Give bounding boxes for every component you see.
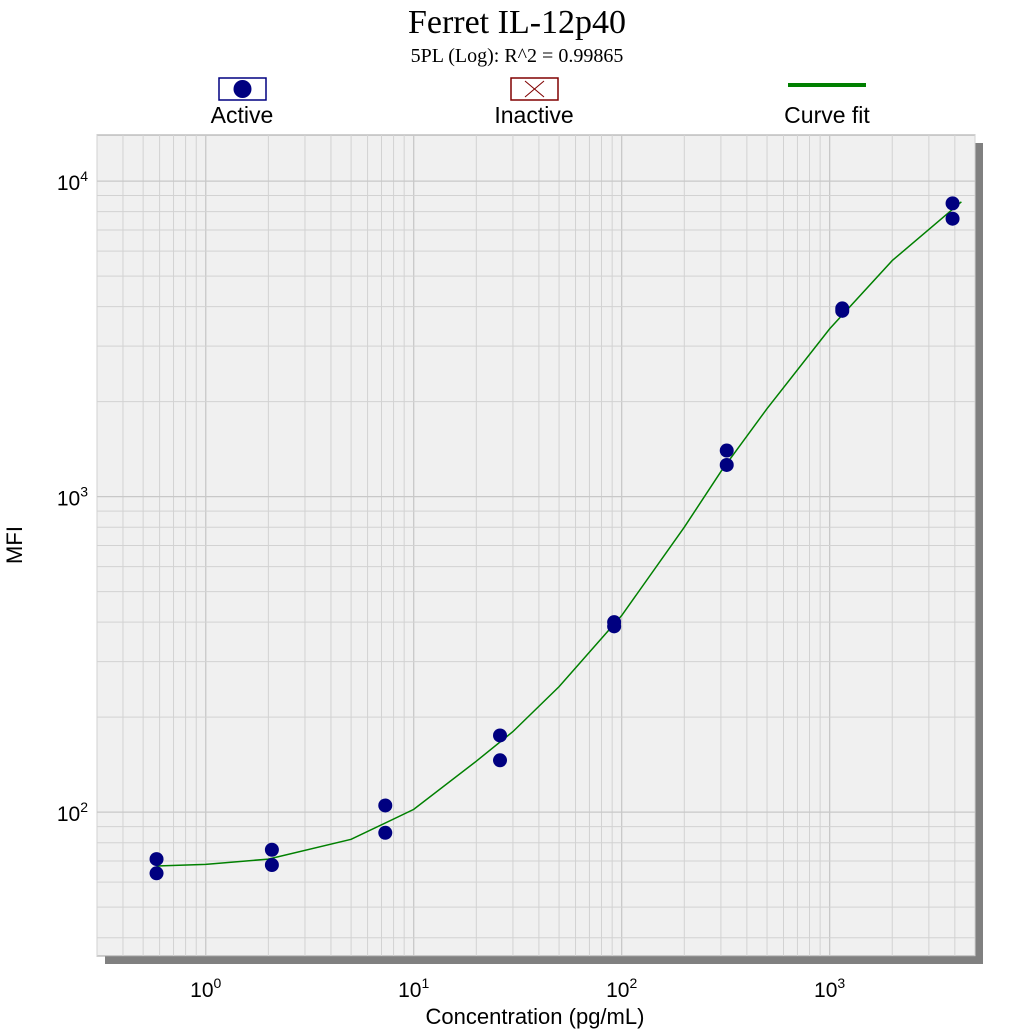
data-point — [835, 303, 850, 318]
data-point — [378, 798, 393, 813]
curve-fit-line — [156, 201, 962, 867]
x-axis-label: Concentration (pg/mL) — [426, 1004, 645, 1029]
data-point — [719, 457, 734, 472]
data-point — [945, 196, 960, 211]
legend-inactive-x-b — [524, 80, 545, 98]
y-tick-label: 104 — [57, 168, 88, 195]
y-tick-label: 103 — [57, 484, 88, 511]
y-axis-label: MFI — [2, 526, 27, 564]
data-point — [149, 866, 164, 881]
legend-item-curve-fit: Curve fit — [784, 83, 870, 128]
data-point — [719, 443, 734, 458]
legend-item-active: Active — [211, 77, 274, 128]
curve-fit-layer — [156, 201, 962, 867]
data-point — [264, 857, 279, 872]
chart-title: Ferret IL-12p40 — [408, 4, 626, 41]
data-point — [493, 728, 508, 743]
x-tick-label: 100 — [190, 975, 221, 1002]
x-tick-label: 102 — [606, 975, 637, 1002]
data-points-layer — [149, 196, 960, 881]
legend: Active Inactive Curve fit — [211, 77, 870, 128]
legend-active-marker — [233, 80, 252, 98]
data-point — [493, 753, 508, 768]
x-tick-label: 101 — [398, 975, 429, 1002]
legend-inactive-label: Inactive — [494, 102, 573, 128]
y-tick-label: 102 — [57, 799, 88, 826]
data-point — [378, 825, 393, 840]
legend-curve-fit-label: Curve fit — [784, 102, 870, 128]
x-tick-label: 103 — [814, 975, 845, 1002]
grid — [96, 135, 976, 956]
chart-subtitle: 5PL (Log): R^2 = 0.99865 — [411, 45, 624, 67]
data-point — [607, 619, 622, 634]
data-point — [945, 211, 960, 226]
x-axis-tick-labels: 100 101 102 103 — [190, 975, 845, 1002]
legend-active-label: Active — [211, 102, 274, 128]
data-point — [264, 842, 279, 857]
data-point — [149, 852, 164, 867]
legend-item-inactive: Inactive — [494, 77, 574, 128]
y-axis-tick-labels: 102 103 104 — [57, 168, 88, 826]
